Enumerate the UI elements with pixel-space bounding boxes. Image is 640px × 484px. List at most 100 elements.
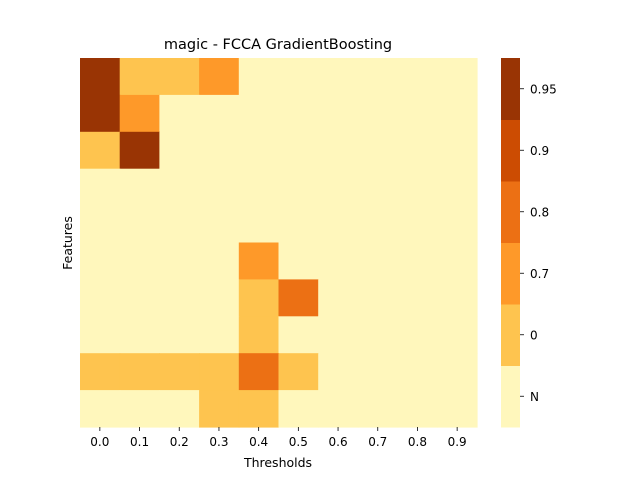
heatmap-cell-r1-c0: [80, 94, 121, 133]
heatmap-cell-r9-c3: [199, 390, 240, 428]
heatmap-cell-r7-c1: [119, 316, 160, 354]
heatmap-cell-r3-c6: [318, 168, 359, 207]
heatmap-cell-r4-c9: [437, 205, 478, 244]
heatmap-cell-r3-c4: [238, 168, 280, 207]
colorbar-segment-5: [501, 119, 520, 182]
heatmap-cell-r6-c0: [80, 279, 121, 317]
heatmap-cell-r7-c9: [437, 316, 478, 354]
heatmap-cell-r5-c4: [238, 242, 280, 280]
heatmap-cell-r7-c5: [278, 316, 319, 354]
heatmap-cell-r2-c7: [357, 131, 399, 170]
heatmap-cell-r9-c4: [238, 390, 280, 428]
heatmap-cell-r9-c0: [80, 390, 121, 428]
heatmap-cell-r1-c3: [199, 94, 240, 133]
heatmap-cell-r8-c2: [159, 353, 200, 391]
heatmap-cell-r6-c2: [159, 279, 200, 317]
x-tick-label: 0.3: [209, 435, 228, 449]
heatmap-cell-r5-c5: [278, 242, 319, 280]
heatmap-cell-r4-c0: [80, 205, 121, 244]
heatmap-cell-r5-c6: [318, 242, 359, 280]
colorbar-segment-4: [501, 181, 520, 243]
heatmap-cell-r8-c6: [318, 353, 359, 391]
heatmap-cell-r4-c6: [318, 205, 359, 244]
x-tick-label: 0.5: [289, 435, 308, 449]
heatmap-cell-r7-c6: [318, 316, 359, 354]
heatmap-cell-r8-c4: [238, 353, 280, 391]
x-tick-label: 0.0: [90, 435, 109, 449]
heatmap-cell-r9-c9: [437, 390, 478, 428]
x-axis-label: Thresholds: [243, 455, 312, 470]
heatmap-cell-r5-c2: [159, 242, 200, 280]
heatmap-cell-r3-c9: [437, 168, 478, 207]
heatmap-cell-r2-c8: [397, 131, 438, 170]
heatmap-cell-r8-c3: [199, 353, 240, 391]
heatmap-cell-r5-c9: [437, 242, 478, 280]
colorbar-segment-2: [501, 304, 520, 366]
heatmap-cell-r9-c5: [278, 390, 319, 428]
x-tick-label: 0.2: [170, 435, 189, 449]
heatmap-cell-r2-c2: [159, 131, 200, 170]
heatmap-cell-r6-c4: [238, 279, 280, 317]
heatmap-cell-r1-c5: [278, 94, 319, 133]
heatmap-cell-r7-c8: [397, 316, 438, 354]
heatmap-cell-r1-c6: [318, 94, 359, 133]
heatmap-cell-r7-c4: [238, 316, 280, 354]
heatmap-cell-r5-c8: [397, 242, 438, 280]
heatmap-cell-r1-c8: [397, 94, 438, 133]
heatmap-cell-r4-c2: [159, 205, 200, 244]
heatmap-cell-r5-c7: [357, 242, 399, 280]
heatmap-cell-r0-c9: [437, 58, 478, 96]
colorbar-tick-label: 0.8: [530, 205, 549, 219]
colorbar-tick-label: 0.9: [530, 144, 549, 158]
colorbar-tick-label: 0: [530, 328, 538, 342]
heatmap-cell-r2-c4: [238, 131, 280, 170]
heatmap-cell-r0-c7: [357, 58, 399, 96]
heatmap-cell-r8-c7: [357, 353, 399, 391]
heatmap-cell-r4-c4: [238, 205, 280, 244]
heatmap-cell-r9-c2: [159, 390, 200, 428]
heatmap-cell-r7-c0: [80, 316, 121, 354]
heatmap-cell-r1-c2: [159, 94, 200, 133]
heatmap-cell-r9-c8: [397, 390, 438, 428]
heatmap-cell-r2-c6: [318, 131, 359, 170]
heatmap-cell-r3-c3: [199, 168, 240, 207]
heatmap-cell-r7-c2: [159, 316, 200, 354]
heatmap-cell-r0-c8: [397, 58, 438, 96]
heatmap-cell-r8-c5: [278, 353, 319, 391]
heatmap-cell-r0-c2: [159, 58, 200, 96]
heatmap-cell-r6-c6: [318, 279, 359, 317]
heatmap-cell-r3-c5: [278, 168, 319, 207]
heatmap-cell-r6-c5: [278, 279, 319, 317]
heatmap-cell-r1-c1: [119, 94, 160, 133]
colorbar-tick-label: 0.7: [530, 267, 549, 281]
chart-title: magic - FCCA GradientBoosting: [164, 37, 392, 53]
heatmap-cell-r9-c7: [357, 390, 399, 428]
heatmap-cell-r0-c0: [80, 58, 121, 96]
heatmap-cell-r2-c5: [278, 131, 319, 170]
heatmap-cell-r3-c2: [159, 168, 200, 207]
heatmap-cell-r0-c1: [119, 58, 160, 96]
y-axis-label: Features: [60, 216, 75, 270]
x-tick-label: 0.8: [408, 435, 427, 449]
heatmap-cell-r2-c9: [437, 131, 478, 170]
heatmap-cell-r1-c9: [437, 94, 478, 133]
heatmap-cell-r4-c8: [397, 205, 438, 244]
heatmap-cell-r5-c0: [80, 242, 121, 280]
x-tick-label: 0.6: [329, 435, 348, 449]
heatmap-cell-r7-c7: [357, 316, 399, 354]
heatmap-cell-r6-c8: [397, 279, 438, 317]
heatmap-cell-r5-c1: [119, 242, 160, 280]
x-tick-label: 0.9: [448, 435, 467, 449]
heatmap-cell-r6-c3: [199, 279, 240, 317]
heatmap-cell-r5-c3: [199, 242, 240, 280]
x-tick-label: 0.1: [130, 435, 149, 449]
heatmap-cell-r2-c0: [80, 131, 121, 170]
x-tick-label: 0.4: [249, 435, 268, 449]
colorbar-segment-1: [501, 365, 520, 428]
heatmap-cell-r8-c9: [437, 353, 478, 391]
heatmap-cell-r3-c1: [119, 168, 160, 207]
heatmap-cell-r4-c1: [119, 205, 160, 244]
colorbar-tick-label: 0.95: [530, 82, 557, 96]
